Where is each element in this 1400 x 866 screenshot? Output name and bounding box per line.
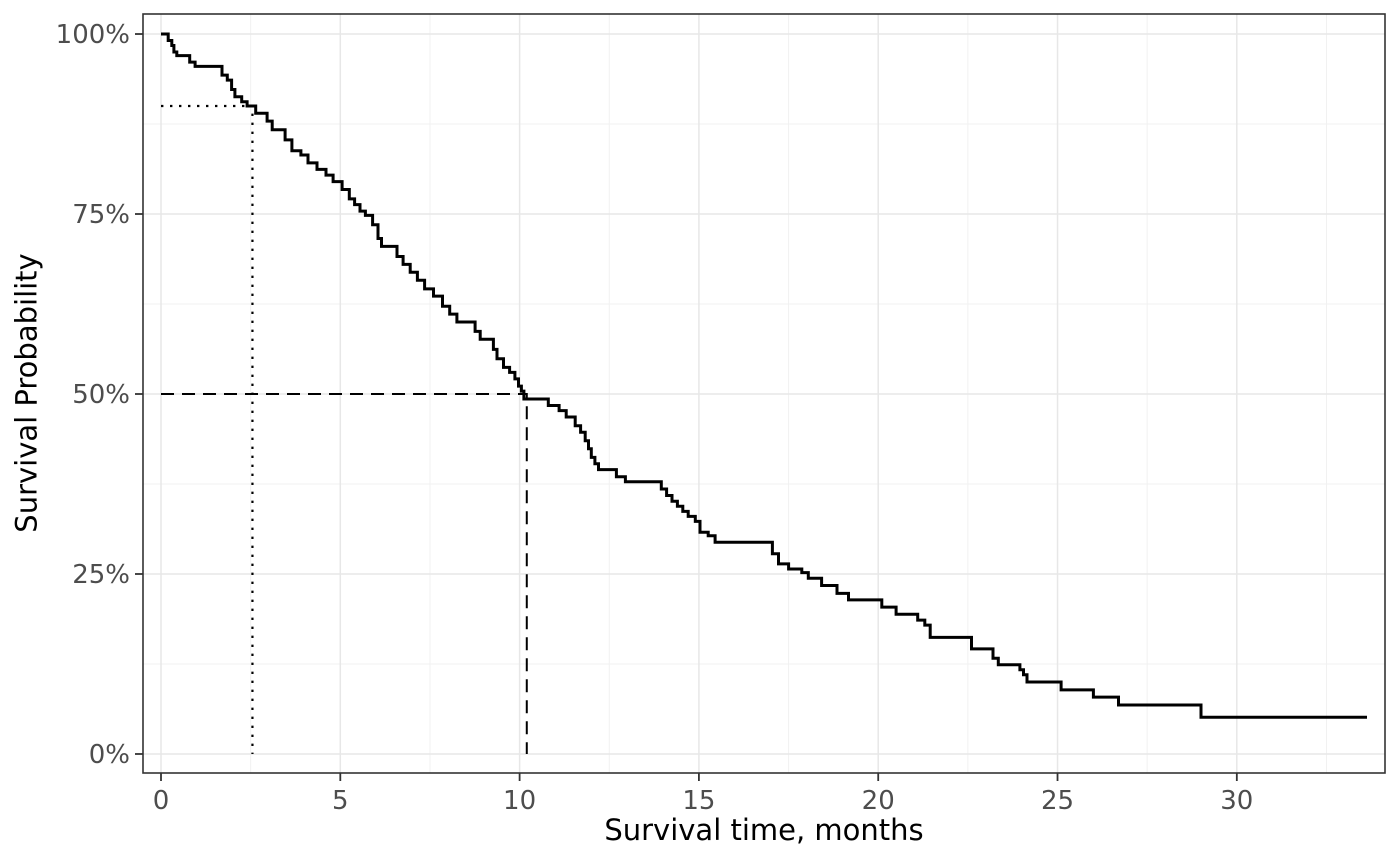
survival-curve [161, 32, 1367, 719]
y-axis-title: Survival Probability [9, 253, 44, 533]
median-survival-dashed-line [161, 393, 528, 754]
y-tick-label: 25% [72, 560, 130, 590]
x-tick-label: 20 [862, 786, 895, 816]
x-tick-label: 25 [1041, 786, 1074, 816]
x-tick-label: 30 [1220, 786, 1253, 816]
x-tick-label: 10 [503, 786, 536, 816]
y-tick-label: 100% [56, 20, 130, 50]
y-tick-label: 75% [72, 200, 130, 230]
x-tick-label: 5 [332, 786, 349, 816]
x-tick-label: 15 [682, 786, 715, 816]
y-tick-label: 0% [89, 740, 130, 770]
x-axis-title: Survival time, months [604, 813, 924, 847]
x-tick-label: 0 [153, 786, 170, 816]
y-tick-label: 50% [72, 380, 130, 410]
